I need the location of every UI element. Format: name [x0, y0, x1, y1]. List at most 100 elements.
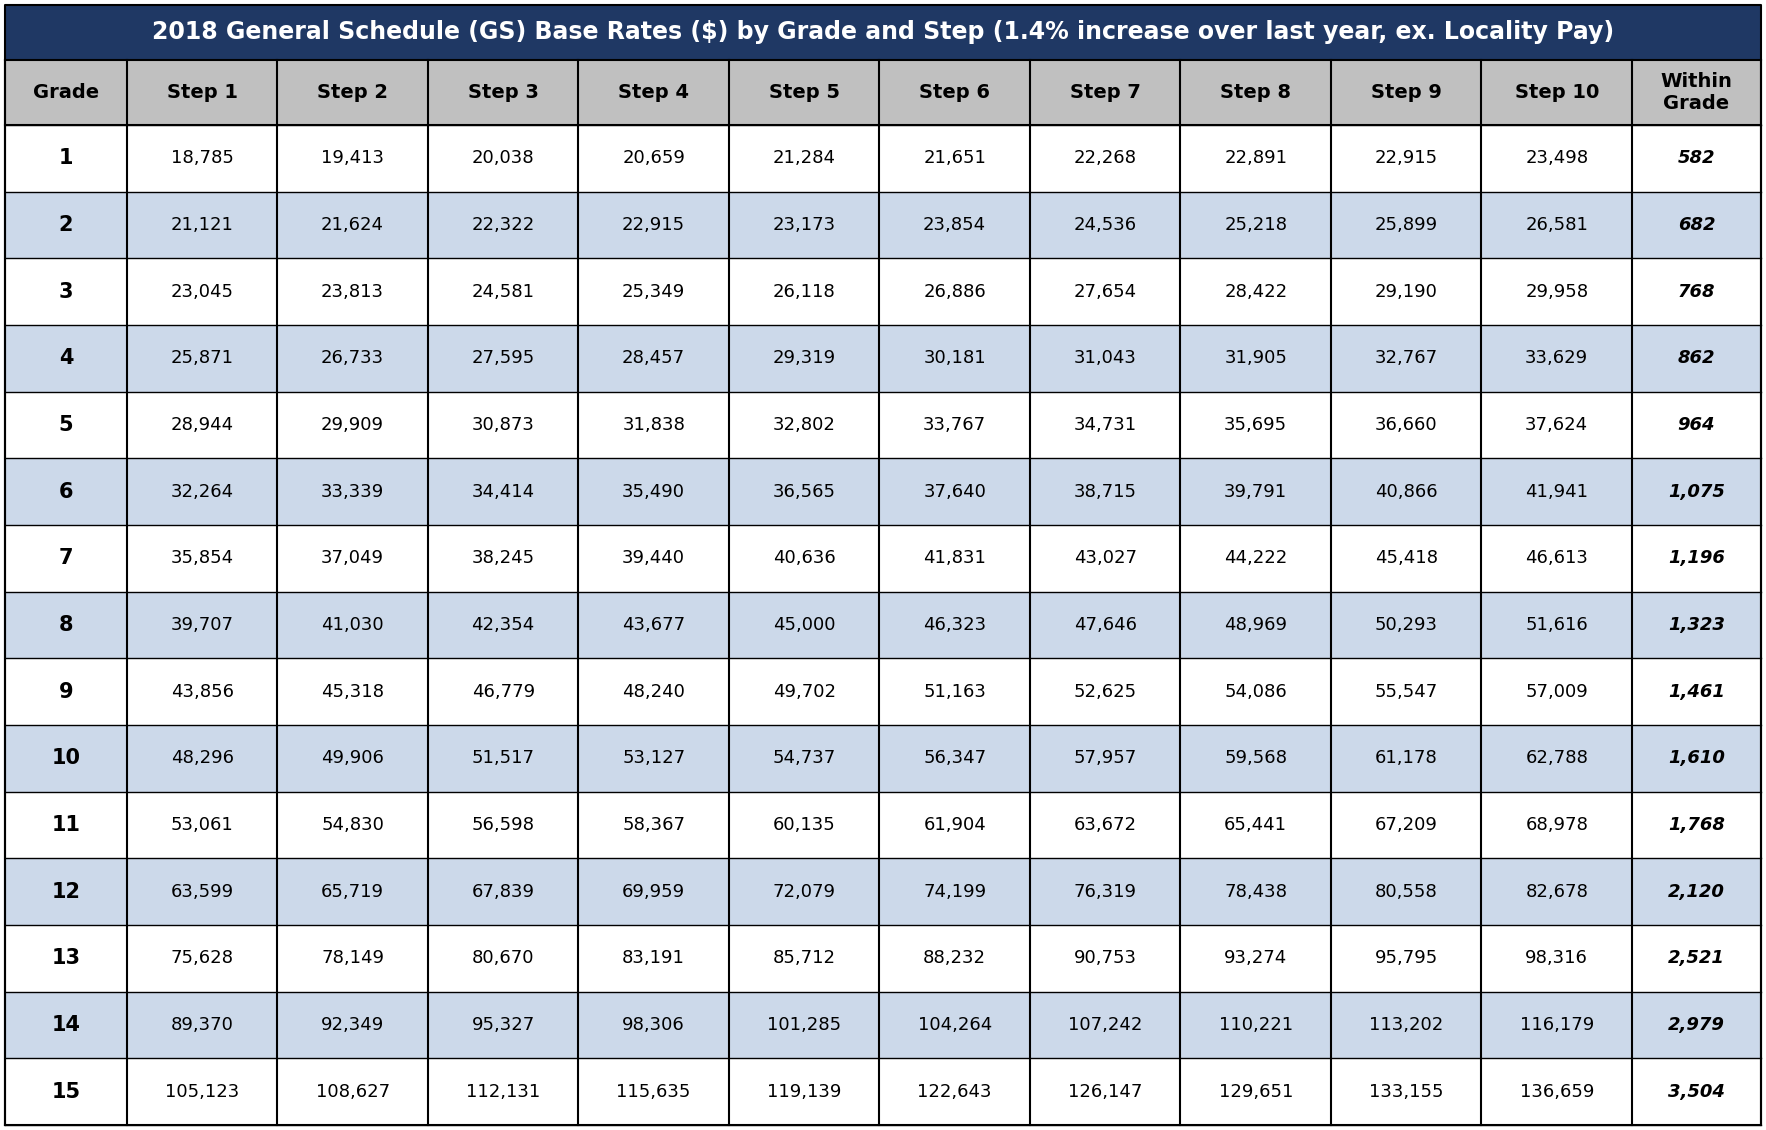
Text: 30,181: 30,181: [924, 349, 985, 367]
Text: 80,670: 80,670: [472, 949, 535, 967]
Text: 30,873: 30,873: [472, 416, 535, 434]
Text: 2: 2: [58, 215, 72, 235]
Text: 49,702: 49,702: [774, 683, 835, 701]
Text: 48,240: 48,240: [622, 683, 685, 701]
Bar: [5, 859, 1761, 925]
Bar: [5, 525, 1761, 592]
Text: 23,173: 23,173: [772, 216, 835, 234]
Text: Grade: Grade: [34, 82, 99, 102]
Text: 33,767: 33,767: [924, 416, 985, 434]
Text: 29,909: 29,909: [321, 416, 385, 434]
Text: 3,504: 3,504: [1669, 1083, 1725, 1101]
Text: 89,370: 89,370: [171, 1016, 233, 1034]
Text: 37,624: 37,624: [1526, 416, 1588, 434]
Text: 29,958: 29,958: [1526, 282, 1588, 301]
Text: 20,659: 20,659: [622, 149, 685, 167]
Text: 88,232: 88,232: [924, 949, 985, 967]
Text: 34,731: 34,731: [1074, 416, 1137, 434]
Text: 22,322: 22,322: [472, 216, 535, 234]
Text: 47,646: 47,646: [1074, 616, 1137, 634]
Text: 27,595: 27,595: [472, 349, 535, 367]
Text: 65,441: 65,441: [1224, 816, 1287, 834]
Text: 122,643: 122,643: [917, 1083, 992, 1101]
Bar: [5, 659, 1761, 725]
Bar: [5, 925, 1761, 992]
Text: 65,719: 65,719: [321, 883, 385, 901]
Text: 22,268: 22,268: [1074, 149, 1137, 167]
Text: 53,061: 53,061: [171, 816, 233, 834]
Text: 63,599: 63,599: [171, 883, 233, 901]
Text: 51,517: 51,517: [472, 749, 535, 767]
Text: 54,737: 54,737: [772, 749, 835, 767]
Bar: [5, 259, 1761, 325]
Text: 57,009: 57,009: [1526, 683, 1588, 701]
Text: 101,285: 101,285: [766, 1016, 841, 1034]
Text: 25,899: 25,899: [1374, 216, 1438, 234]
Text: 42,354: 42,354: [472, 616, 535, 634]
Text: 113,202: 113,202: [1369, 1016, 1443, 1034]
Text: 112,131: 112,131: [466, 1083, 540, 1101]
Text: 69,959: 69,959: [622, 883, 685, 901]
Text: 36,565: 36,565: [774, 483, 835, 501]
Text: 33,339: 33,339: [321, 483, 385, 501]
Text: 33,629: 33,629: [1526, 349, 1588, 367]
Text: 78,149: 78,149: [321, 949, 385, 967]
Text: 61,904: 61,904: [924, 816, 985, 834]
Text: 37,640: 37,640: [924, 483, 985, 501]
Text: 115,635: 115,635: [616, 1083, 691, 1101]
Text: 48,296: 48,296: [171, 749, 233, 767]
Text: 28,944: 28,944: [171, 416, 233, 434]
Text: 35,854: 35,854: [171, 549, 233, 567]
Text: Step 3: Step 3: [468, 82, 539, 102]
Text: 40,636: 40,636: [774, 549, 835, 567]
Text: 22,915: 22,915: [1374, 149, 1438, 167]
Bar: [5, 592, 1761, 659]
Text: 133,155: 133,155: [1369, 1083, 1443, 1101]
Text: 36,660: 36,660: [1376, 416, 1438, 434]
Bar: [5, 325, 1761, 392]
Text: 3: 3: [58, 281, 72, 302]
Text: Step 7: Step 7: [1070, 82, 1141, 102]
Text: 39,791: 39,791: [1224, 483, 1287, 501]
Text: 35,490: 35,490: [622, 483, 685, 501]
Text: Step 2: Step 2: [318, 82, 389, 102]
Text: 85,712: 85,712: [774, 949, 835, 967]
Text: 105,123: 105,123: [164, 1083, 238, 1101]
Text: 1,461: 1,461: [1669, 683, 1725, 701]
Text: 23,854: 23,854: [924, 216, 985, 234]
Text: 964: 964: [1678, 416, 1715, 434]
Text: 29,190: 29,190: [1374, 282, 1438, 301]
Text: 53,127: 53,127: [622, 749, 685, 767]
Text: 7: 7: [58, 548, 72, 568]
Text: Step 6: Step 6: [918, 82, 991, 102]
Text: 39,707: 39,707: [171, 616, 233, 634]
Text: 60,135: 60,135: [774, 816, 835, 834]
Text: Step 4: Step 4: [618, 82, 689, 102]
Text: 5: 5: [58, 415, 72, 435]
Text: 26,118: 26,118: [774, 282, 835, 301]
Text: 76,319: 76,319: [1074, 883, 1137, 901]
Text: 1,323: 1,323: [1669, 616, 1725, 634]
Text: 104,264: 104,264: [918, 1016, 992, 1034]
Text: 67,839: 67,839: [472, 883, 535, 901]
Text: 61,178: 61,178: [1376, 749, 1438, 767]
Text: 126,147: 126,147: [1068, 1083, 1143, 1101]
Text: 40,866: 40,866: [1376, 483, 1438, 501]
Text: 56,347: 56,347: [924, 749, 985, 767]
Text: 45,318: 45,318: [321, 683, 385, 701]
Text: 2,979: 2,979: [1669, 1016, 1725, 1034]
Text: 59,568: 59,568: [1224, 749, 1287, 767]
Text: 45,418: 45,418: [1374, 549, 1438, 567]
Text: 10: 10: [51, 748, 81, 768]
Text: 2,521: 2,521: [1669, 949, 1725, 967]
Text: 27,654: 27,654: [1074, 282, 1137, 301]
Text: 23,813: 23,813: [321, 282, 385, 301]
Text: 25,349: 25,349: [622, 282, 685, 301]
Text: 31,905: 31,905: [1224, 349, 1287, 367]
Text: Step 5: Step 5: [768, 82, 839, 102]
Text: 110,221: 110,221: [1219, 1016, 1293, 1034]
Text: 31,043: 31,043: [1074, 349, 1137, 367]
Text: 23,498: 23,498: [1526, 149, 1588, 167]
Bar: [5, 192, 1761, 259]
Text: 15: 15: [51, 1081, 81, 1102]
